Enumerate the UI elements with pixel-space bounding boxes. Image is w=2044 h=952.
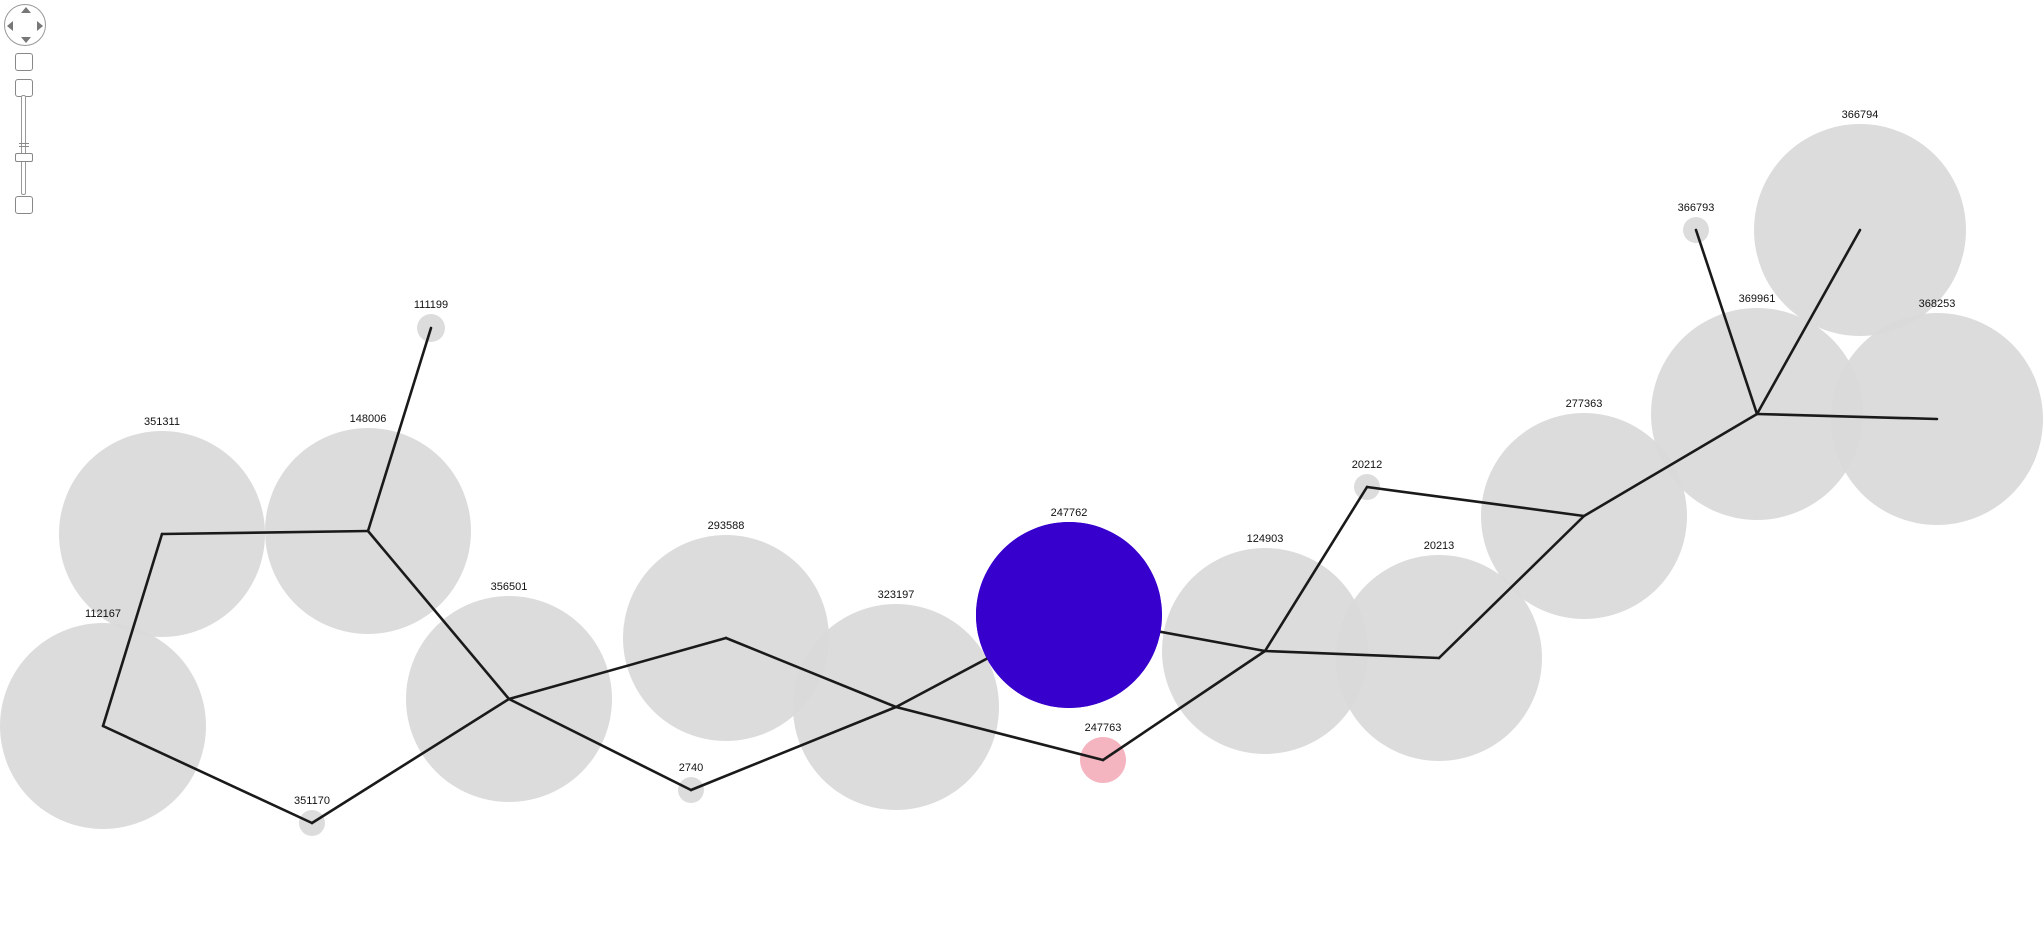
- edge-148006-356501[interactable]: [366, 529, 511, 701]
- edge-20213-277363[interactable]: [1437, 514, 1586, 660]
- pan-left-arrow-icon[interactable]: [7, 21, 13, 31]
- node-247762-highlight[interactable]: [976, 522, 1162, 708]
- edge-369961-368253[interactable]: [1755, 412, 1939, 421]
- edge-356501-293588[interactable]: [507, 636, 728, 701]
- zoom-in-button[interactable]: [15, 53, 33, 71]
- node-label-20212: 20212: [1352, 459, 1383, 471]
- node-label-247762: 247762: [1051, 507, 1088, 519]
- edge-112167-351311[interactable]: [101, 532, 164, 728]
- node-label-366793: 366793: [1678, 202, 1715, 214]
- zoom-slider-tick: [19, 146, 29, 147]
- edge-112167-351170[interactable]: [101, 724, 314, 825]
- node-label-351170: 351170: [294, 795, 330, 807]
- edge-2740-323197[interactable]: [689, 705, 898, 792]
- node-label-148006: 148006: [350, 413, 387, 425]
- node-label-369961: 369961: [1739, 293, 1776, 305]
- node-label-356501: 356501: [491, 581, 528, 593]
- edge-20212-277363[interactable]: [1365, 485, 1586, 518]
- node-layer: [0, 124, 2043, 836]
- edge-148006-111199[interactable]: [366, 326, 433, 533]
- edge-323197-247763[interactable]: [894, 705, 1105, 762]
- node-label-293588: 293588: [708, 520, 745, 532]
- edge-369961-366793[interactable]: [1694, 228, 1759, 416]
- node-label-111199: 111199: [414, 299, 448, 311]
- node-label-366794: 366794: [1842, 109, 1879, 121]
- edge-369961-366794[interactable]: [1755, 228, 1862, 416]
- pan-up-arrow-icon[interactable]: [21, 7, 31, 13]
- node-label-277363: 277363: [1566, 398, 1603, 410]
- node-label-124903: 124903: [1247, 533, 1284, 545]
- zoom-slider-tick: [19, 143, 29, 144]
- edge-layer: [101, 228, 1939, 825]
- node-label-351311: 351311: [144, 416, 180, 428]
- edge-247763-124903[interactable]: [1101, 649, 1267, 762]
- node-label-323197: 323197: [878, 589, 915, 601]
- edge-124903-20212[interactable]: [1263, 485, 1369, 653]
- node-label-247763: 247763: [1085, 722, 1122, 734]
- edge-356501-2740[interactable]: [507, 697, 693, 792]
- edge-351311-148006[interactable]: [160, 529, 370, 536]
- node-label-2740: 2740: [679, 762, 703, 774]
- label-layer: 112167 351311 148006 111199 351170 356501 2935…: [85, 109, 1955, 807]
- edge-351170-356501[interactable]: [310, 697, 511, 825]
- node-label-112167: 112167: [85, 608, 121, 620]
- pan-control[interactable]: [4, 4, 46, 46]
- fit-view-button[interactable]: [15, 196, 33, 214]
- pan-right-arrow-icon[interactable]: [37, 21, 43, 31]
- node-label-368253: 368253: [1919, 298, 1956, 310]
- edge-293588-323197[interactable]: [724, 636, 898, 709]
- edge-124903-20213[interactable]: [1263, 649, 1441, 660]
- edge-277363-369961[interactable]: [1582, 412, 1759, 518]
- pan-down-arrow-icon[interactable]: [21, 37, 31, 43]
- zoom-slider-handle[interactable]: [15, 153, 33, 162]
- node-label-20213: 20213: [1424, 540, 1455, 552]
- zoom-slider-track[interactable]: [21, 95, 26, 195]
